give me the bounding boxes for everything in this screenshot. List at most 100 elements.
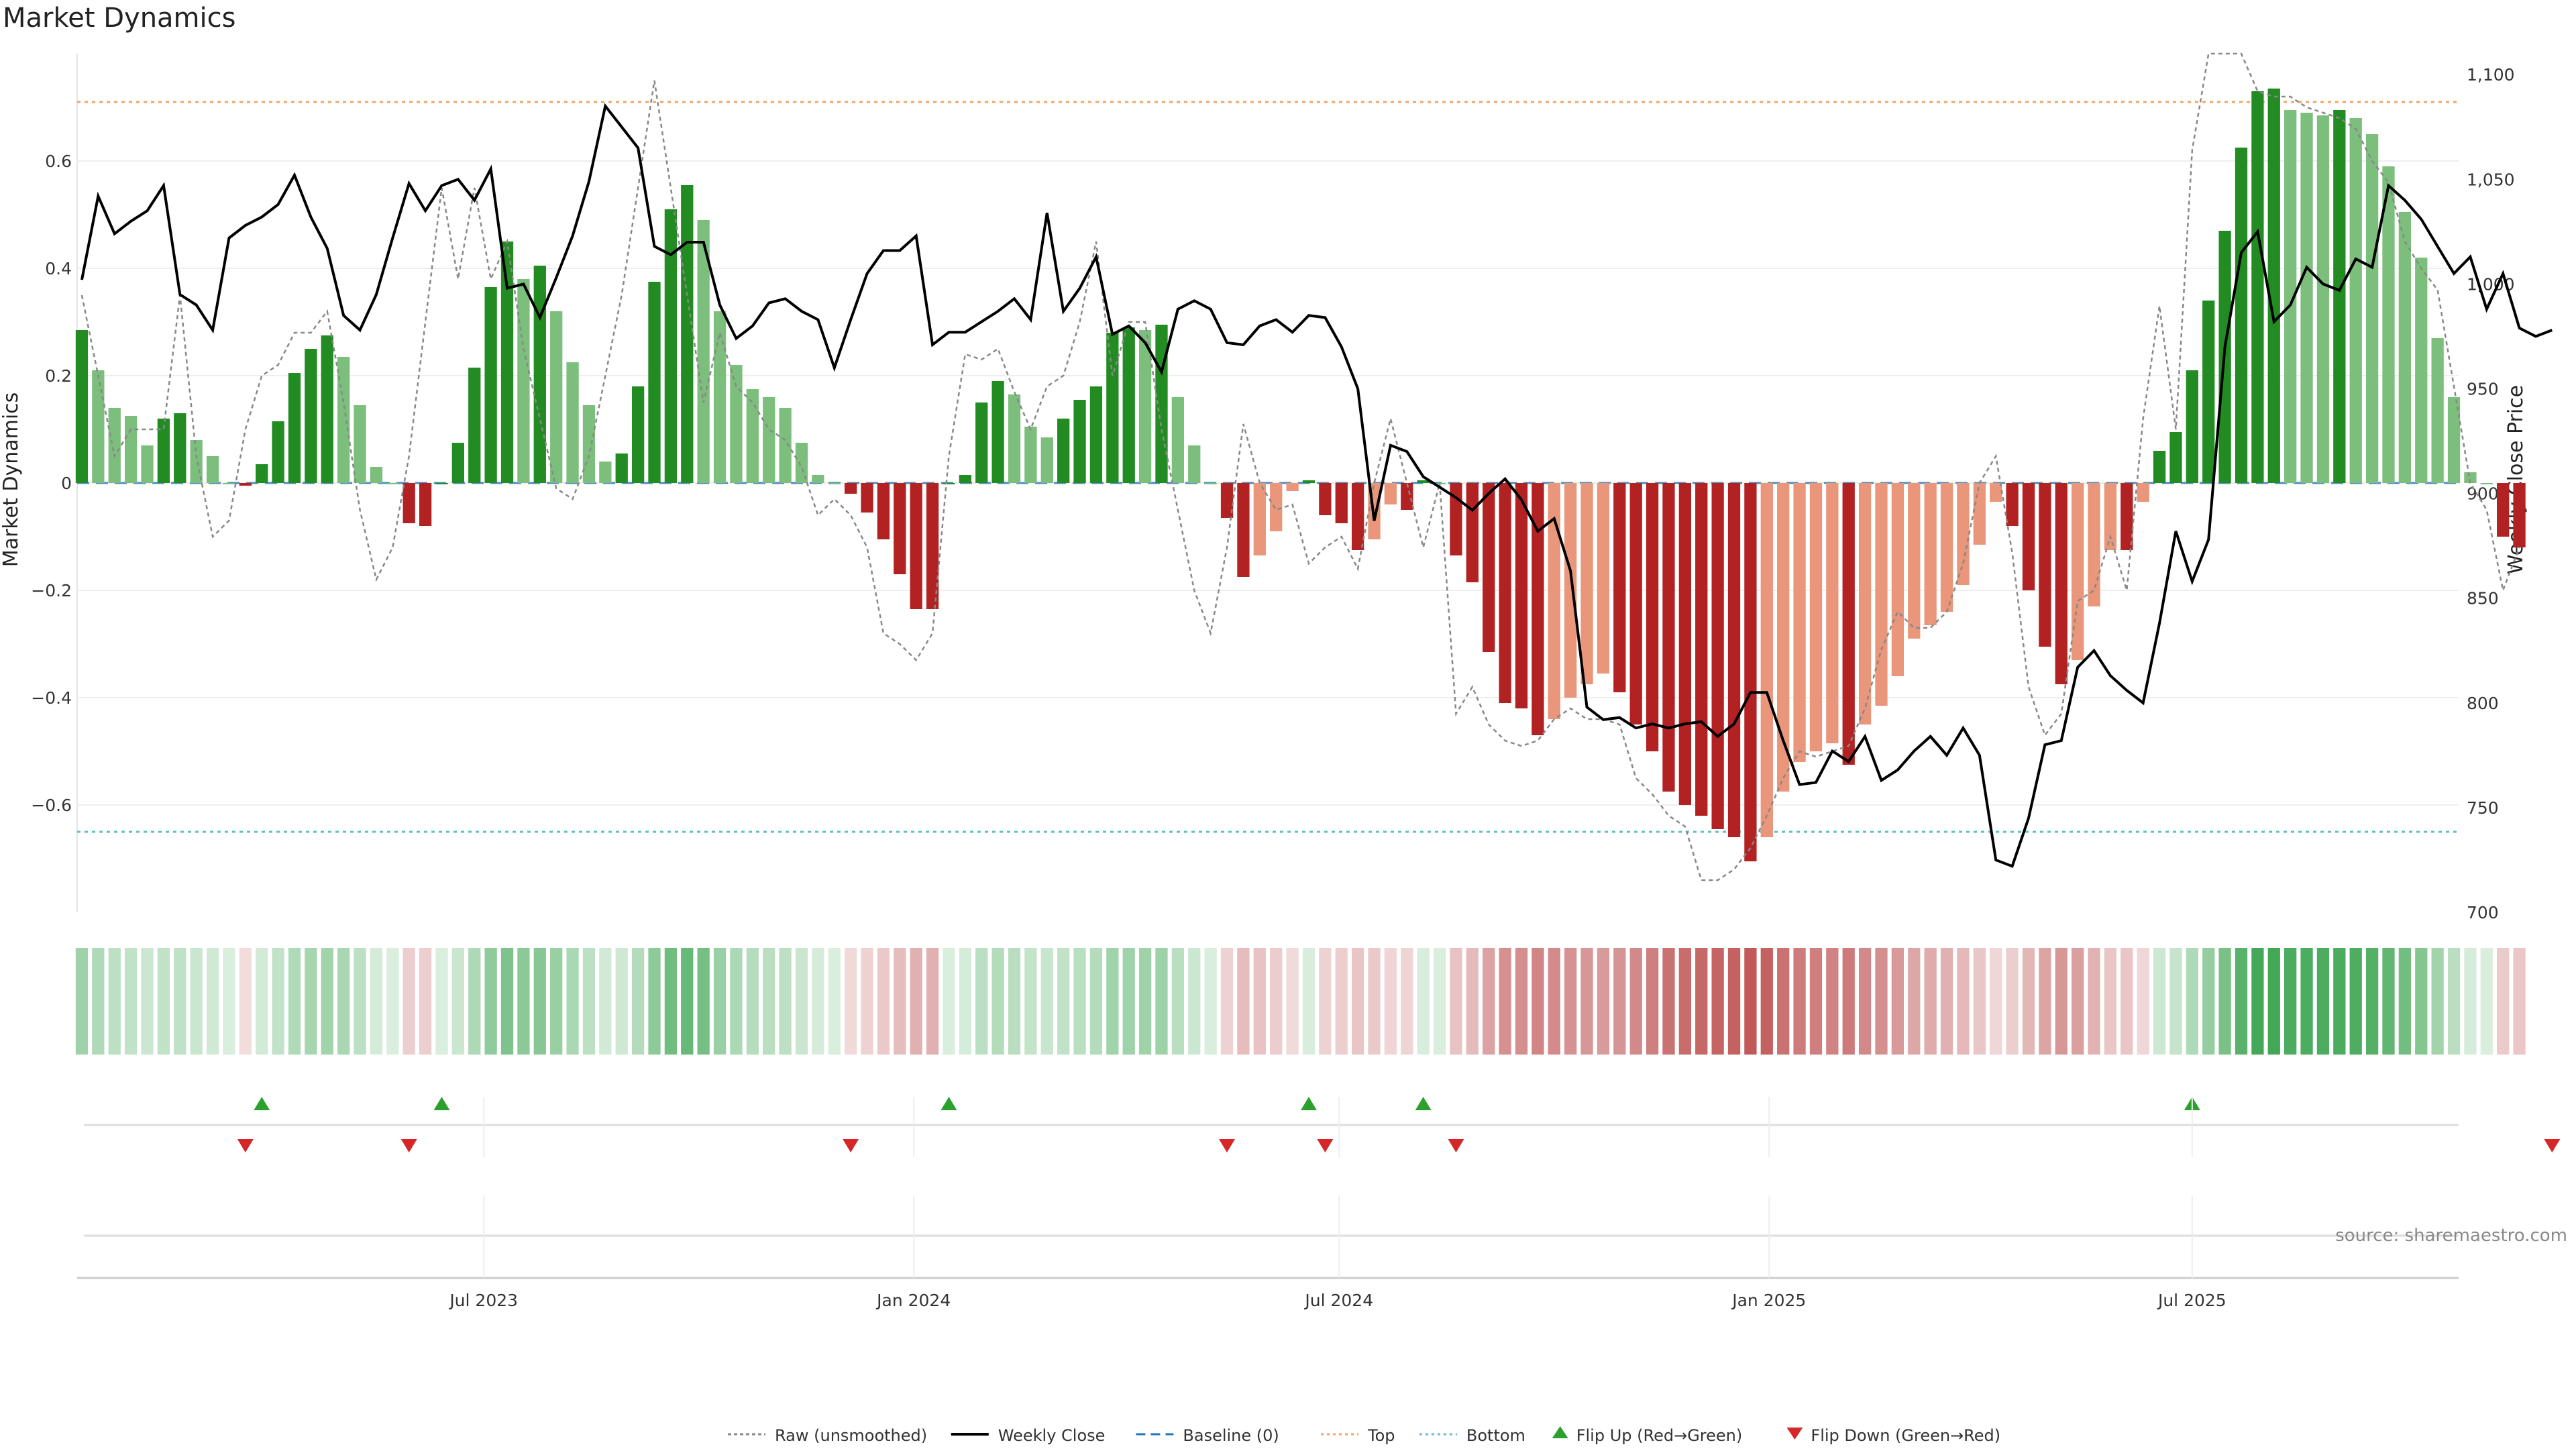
x-tick-label: Jul 2024 [1303, 1291, 1373, 1310]
legend-entry: Flip Down (Green→Red) [1786, 1426, 2000, 1445]
heat-cell [2415, 948, 2428, 1055]
heat-cell [1662, 948, 1675, 1055]
y2-tick-label: 950 [2467, 380, 2499, 399]
legend-label: Baseline (0) [1183, 1426, 1279, 1445]
heat-cell [713, 948, 727, 1055]
dynamics-bar [1384, 483, 1397, 504]
y-tick-label: −0.2 [31, 581, 72, 600]
legend-swatch [1786, 1428, 1803, 1440]
dynamics-bar [926, 483, 939, 609]
heat-cell [1122, 948, 1135, 1055]
heat-cell [2251, 948, 2264, 1055]
source-note: source: sharemaestro.com [2335, 1226, 2567, 1246]
dynamics-bar [2186, 370, 2198, 483]
heat-cell [239, 948, 252, 1055]
heat-cell [2202, 948, 2215, 1055]
heat-cell [1613, 948, 1626, 1055]
heat-cell [256, 948, 268, 1055]
heat-cell [975, 948, 988, 1055]
dynamics-bar [2202, 301, 2215, 483]
heat-cell [1678, 948, 1692, 1055]
heat-cell [2365, 948, 2379, 1055]
raw-line [80, 52, 2520, 881]
dynamics-bar [1793, 483, 1806, 762]
dynamics-bar [2382, 166, 2395, 483]
heat-cell [2349, 948, 2362, 1055]
legend-label: Top [1367, 1426, 1395, 1445]
heat-cell [991, 948, 1004, 1055]
dynamics-bar [468, 368, 481, 483]
dynamics-bar [1138, 330, 1152, 483]
x-tick-label: Jul 2023 [448, 1291, 518, 1310]
dynamics-bar [746, 389, 759, 483]
dynamics-bar [2169, 432, 2182, 483]
flip-down-marker [1448, 1139, 1464, 1152]
dynamics-bar [239, 483, 252, 486]
dynamics-bar [288, 373, 301, 483]
heat-cell [517, 948, 530, 1055]
dynamics-bar [402, 483, 415, 523]
dynamics-bar [1580, 483, 1593, 684]
y-tick-label: 0.4 [45, 259, 72, 278]
heat-cell [1908, 948, 1921, 1055]
dynamics-bar [1695, 483, 1708, 816]
dynamics-bar [2316, 115, 2330, 483]
dynamics-bar [2447, 397, 2461, 483]
dynamics-bar [206, 456, 219, 483]
heat-cell [174, 948, 186, 1055]
dynamics-bar [1646, 483, 1659, 751]
y2-tick-label: 800 [2467, 694, 2499, 713]
heat-cell [1040, 948, 1053, 1055]
heat-cell [2137, 948, 2149, 1055]
y-tick-label: 0.6 [45, 152, 72, 171]
heat-cell [2235, 948, 2248, 1055]
heat-cell [1319, 948, 1332, 1055]
heat-cell [272, 948, 284, 1055]
heat-cell [370, 948, 383, 1055]
dynamics-bar [1662, 483, 1675, 792]
heat-cell [2398, 948, 2412, 1055]
dynamics-bar [1286, 483, 1299, 491]
heat-cell [1842, 948, 1855, 1055]
heat-cell [910, 948, 922, 1055]
dynamics-bar [599, 462, 612, 483]
dynamics-bar [631, 386, 645, 483]
dynamics-bar [272, 421, 284, 483]
dynamics-bar [991, 381, 1004, 483]
heat-cell [386, 948, 399, 1055]
heat-cell [2497, 948, 2510, 1055]
legend-swatch [1552, 1426, 1568, 1438]
dynamics-bar [2349, 118, 2362, 483]
dynamics-bar [1826, 483, 1839, 743]
left-axis: −0.6 −0.4 −0.2 0 0.2 0.4 0.6 [31, 54, 78, 912]
heat-cell [1515, 948, 1528, 1055]
heat-cell [1809, 948, 1823, 1055]
heat-cell [92, 948, 105, 1055]
heat-cell [337, 948, 350, 1055]
legend: Raw (unsmoothed) Weekly Close Baseline (0)… [728, 1426, 2000, 1445]
heat-cell [435, 948, 448, 1055]
dynamics-bar [615, 453, 628, 483]
flip-up-marker [1415, 1097, 1432, 1110]
heat-cell [1875, 948, 1888, 1055]
heat-cell [2431, 948, 2444, 1055]
dynamics-bar [844, 483, 857, 494]
dynamics-bar [419, 483, 432, 526]
heat-cell [1302, 948, 1316, 1055]
dynamics-bar [354, 405, 366, 483]
dynamics-bar [1024, 427, 1037, 483]
heat-cell [2480, 948, 2493, 1055]
heat-cell [943, 948, 955, 1055]
dynamics-bar [370, 467, 383, 483]
dynamics-bar [2480, 483, 2493, 484]
dynamics-bar [1417, 480, 1430, 483]
heat-cell [206, 948, 219, 1055]
flip-down-marker [843, 1139, 859, 1152]
dynamics-bar [1008, 394, 1021, 483]
heat-cell [1384, 948, 1397, 1055]
heat-cell [1089, 948, 1103, 1055]
heat-cell [1532, 948, 1544, 1055]
dynamics-bar [1335, 483, 1348, 523]
heat-cell [2153, 948, 2166, 1055]
flip-up-marker [254, 1097, 270, 1110]
